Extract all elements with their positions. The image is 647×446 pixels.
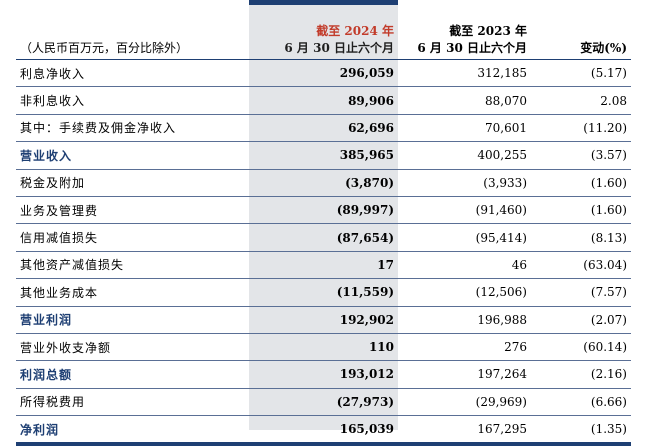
row-label: 利息净收入 xyxy=(16,59,249,88)
change-value: (1.60) xyxy=(531,196,631,225)
change-value: (2.16) xyxy=(531,360,631,389)
change-value: (3.57) xyxy=(531,141,631,170)
current-period-value: 165,039 xyxy=(249,415,398,446)
prior-period-value: (95,414) xyxy=(398,223,531,252)
table-row: 税金及附加 (3,870) (3,933) (1.60) xyxy=(16,169,631,197)
row-label: 营业外收支净额 xyxy=(16,333,249,362)
table-body: 利息净收入 296,059 312,185 (5.17) 非利息收入 89,906 88,0… xyxy=(16,59,631,446)
prior-period-value: 276 xyxy=(398,333,531,362)
income-statement-table: （人民币百万元，百分比除外） 截至 2024 年 6 月 30 日止六个月 截至… xyxy=(16,5,631,446)
current-period-value: (3,870) xyxy=(249,169,398,197)
current-period-value: 193,012 xyxy=(249,360,398,389)
change-value: (8.13) xyxy=(531,223,631,252)
current-period-header: 截至 2024 年 6 月 30 日止六个月 xyxy=(249,5,398,60)
prior-period-value: (91,460) xyxy=(398,196,531,225)
prior-period-value: 167,295 xyxy=(398,415,531,446)
table-row: 营业利润 192,902 196,988 (2.07) xyxy=(16,306,631,334)
change-value: (1.60) xyxy=(531,169,631,197)
change-value: (1.35) xyxy=(531,415,631,446)
table-row: 其他业务成本 (11,559) (12,506) (7.57) xyxy=(16,278,631,307)
table-row: 其他资产减值损失 17 46 (63.04) xyxy=(16,251,631,280)
change-value: (7.57) xyxy=(531,278,631,307)
prior-period-value: 197,264 xyxy=(398,360,531,389)
row-label: 利润总额 xyxy=(16,360,249,389)
change-value: (63.04) xyxy=(531,251,631,280)
current-period-value: 89,906 xyxy=(249,86,398,115)
table-row: 业务及管理费 (89,997) (91,460) (1.60) xyxy=(16,196,631,225)
prior-period-value: (3,933) xyxy=(398,169,531,197)
prior-period-value: 312,185 xyxy=(398,59,531,88)
current-period-value: 17 xyxy=(249,251,398,280)
row-label: 税金及附加 xyxy=(16,169,249,197)
row-label: 营业收入 xyxy=(16,141,249,170)
prior-period-value: 88,070 xyxy=(398,86,531,115)
table-row: 营业外收支净额 110 276 (60.14) xyxy=(16,333,631,362)
current-period-year: 截至 2024 年 xyxy=(316,24,394,38)
table-row: 所得税费用 (27,973) (29,969) (6.66) xyxy=(16,388,631,417)
change-value: (2.07) xyxy=(531,306,631,334)
table-row: 非利息收入 89,906 88,070 2.08 xyxy=(16,86,631,115)
prior-period-value: (12,506) xyxy=(398,278,531,307)
current-period-value: (27,973) xyxy=(249,388,398,417)
prior-period-header: 截至 2023 年 6 月 30 日止六个月 xyxy=(398,5,531,60)
current-period-value: (11,559) xyxy=(249,278,398,307)
change-header: 变动(%) xyxy=(531,5,631,60)
prior-period-value: 400,255 xyxy=(398,141,531,170)
table-row: 信用减值损失 (87,654) (95,414) (8.13) xyxy=(16,223,631,252)
unit-note: （人民币百万元，百分比除外） xyxy=(16,5,249,60)
current-period-value: (87,654) xyxy=(249,223,398,252)
row-label: 营业利润 xyxy=(16,306,249,334)
prior-period-value: 196,988 xyxy=(398,306,531,334)
table-row: 利息净收入 296,059 312,185 (5.17) xyxy=(16,59,631,88)
change-value: (60.14) xyxy=(531,333,631,362)
table-header: （人民币百万元，百分比除外） 截至 2024 年 6 月 30 日止六个月 截至… xyxy=(16,5,631,60)
table-row: 其中：手续费及佣金净收入 62,696 70,601 (11.20) xyxy=(16,114,631,143)
row-label: 净利润 xyxy=(16,415,249,446)
current-period-value: 110 xyxy=(249,333,398,362)
table-row: 利润总额 193,012 197,264 (2.16) xyxy=(16,360,631,389)
prior-period-value: 46 xyxy=(398,251,531,280)
current-period-value: 192,902 xyxy=(249,306,398,334)
row-label: 其他业务成本 xyxy=(16,278,249,307)
prior-period-value: (29,969) xyxy=(398,388,531,417)
change-value: (6.66) xyxy=(531,388,631,417)
table-row: 营业收入 385,965 400,255 (3.57) xyxy=(16,141,631,170)
row-label: 所得税费用 xyxy=(16,388,249,417)
current-period-top-bar xyxy=(249,0,398,5)
change-value: (11.20) xyxy=(531,114,631,143)
prior-period-range: 6 月 30 日止六个月 xyxy=(417,41,527,55)
current-period-value: (89,997) xyxy=(249,196,398,225)
current-period-value: 62,696 xyxy=(249,114,398,143)
current-period-value: 296,059 xyxy=(249,59,398,88)
current-period-range: 6 月 30 日止六个月 xyxy=(284,41,394,55)
change-value: 2.08 xyxy=(531,86,631,115)
row-label: 其中：手续费及佣金净收入 xyxy=(16,114,249,143)
prior-period-value: 70,601 xyxy=(398,114,531,143)
row-label: 其他资产减值损失 xyxy=(16,251,249,280)
prior-period-year: 截至 2023 年 xyxy=(449,24,527,38)
row-label: 信用减值损失 xyxy=(16,223,249,252)
change-value: (5.17) xyxy=(531,59,631,88)
table-row: 净利润 165,039 167,295 (1.35) xyxy=(16,415,631,446)
row-label: 非利息收入 xyxy=(16,86,249,115)
row-label: 业务及管理费 xyxy=(16,196,249,225)
current-period-value: 385,965 xyxy=(249,141,398,170)
